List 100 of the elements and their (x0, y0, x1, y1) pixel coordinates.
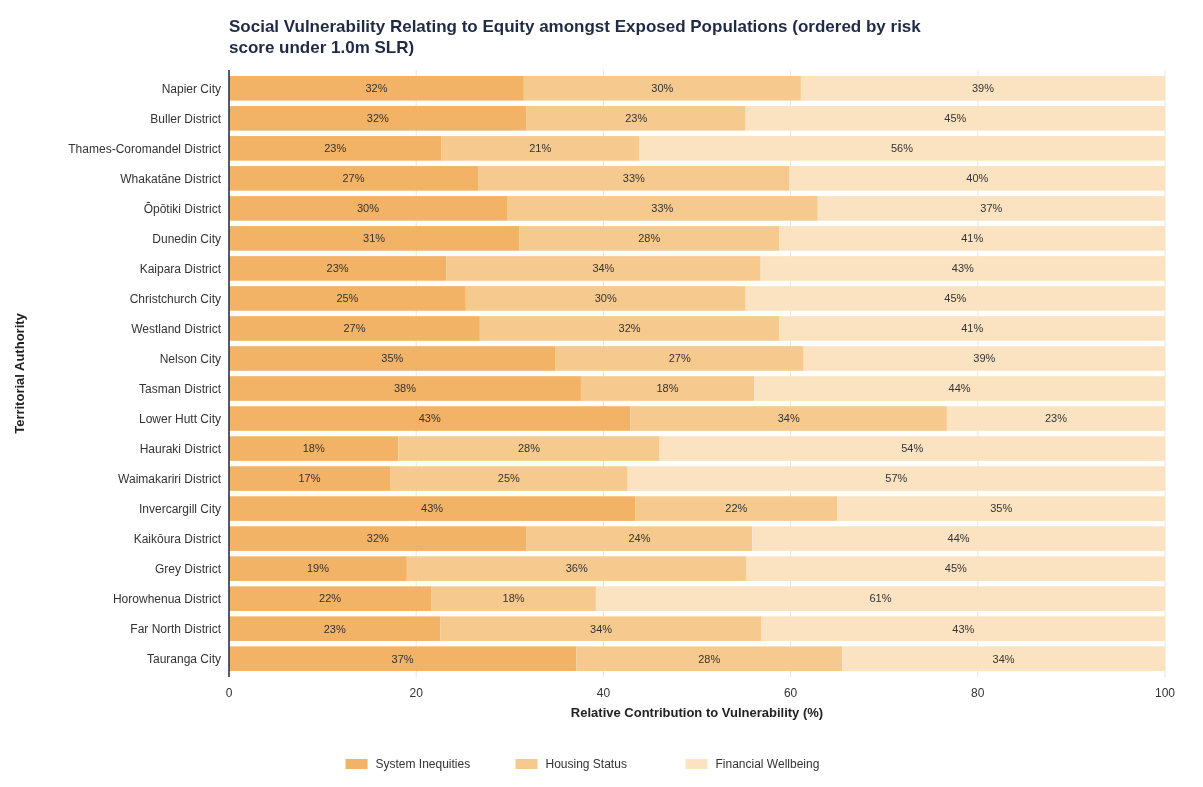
x-tick-label: 20 (409, 686, 424, 700)
bar (229, 646, 577, 671)
data-label: 45% (944, 292, 967, 305)
bar (229, 586, 432, 611)
data-label: 57% (885, 472, 908, 485)
bar (745, 106, 1165, 131)
bar (229, 256, 447, 281)
data-label: 25% (336, 292, 359, 305)
x-tick-label: 100 (1154, 686, 1176, 700)
bar (229, 316, 480, 341)
data-label: 37% (391, 652, 414, 665)
bar (576, 646, 843, 671)
y-tick-label: Kaikōura District (133, 531, 222, 546)
legend-label: Housing Status (545, 757, 627, 771)
data-label: 30% (594, 292, 617, 305)
data-label: 41% (961, 322, 984, 335)
bar (519, 226, 780, 251)
bar (441, 136, 639, 161)
y-tick-label: Napier City (161, 81, 221, 96)
data-label: 38% (393, 382, 417, 395)
bar (627, 466, 1165, 491)
data-label: 32% (618, 322, 641, 335)
bar (229, 406, 631, 431)
bar (761, 616, 1165, 641)
bar (526, 106, 746, 131)
bar (746, 556, 1165, 581)
data-label: 32% (365, 82, 388, 95)
bar (630, 406, 947, 431)
y-tick-label: Nelson City (159, 351, 221, 366)
data-label: 31% (363, 232, 386, 245)
legend-label: Financial Wellbeing (715, 757, 820, 771)
data-label: 23% (323, 622, 346, 635)
data-label: 24% (628, 532, 651, 545)
legend-label: System Inequities (375, 757, 471, 771)
bar (803, 346, 1165, 371)
data-label: 25% (497, 472, 521, 485)
data-label: 23% (324, 142, 347, 155)
data-label: 22% (725, 502, 748, 515)
y-tick-label: Horowhenua District (112, 591, 222, 606)
data-label: 34% (592, 262, 615, 275)
y-tick-label: Grey District (155, 561, 222, 576)
data-label: 39% (971, 82, 995, 95)
bar (229, 526, 527, 551)
bar (789, 166, 1165, 191)
bar (479, 316, 780, 341)
x-axis-title: Relative Contribution to Vulnerability (%) (570, 705, 824, 720)
y-tick-label: Buller District (150, 111, 222, 126)
bar (229, 226, 520, 251)
y-tick-label: Invercargill City (138, 501, 221, 516)
x-tick-label: 60 (783, 686, 798, 700)
x-tick-label: 0 (225, 686, 233, 700)
bar (779, 316, 1165, 341)
bar (523, 76, 801, 101)
data-label: 28% (638, 232, 661, 245)
y-tick-label: Lower Hutt City (138, 411, 221, 426)
data-label: 23% (625, 112, 648, 125)
data-label: 44% (947, 532, 970, 545)
data-label: 22% (319, 592, 342, 605)
bar (752, 526, 1165, 551)
y-tick-label: Tasman District (138, 381, 222, 396)
bar (837, 496, 1165, 521)
y-tick-label: Ōpōtiki District (143, 201, 222, 216)
y-tick-label: Hauraki District (139, 441, 222, 456)
bar (229, 376, 581, 401)
bar (229, 286, 466, 311)
chart-title: Social Vulnerability Relating to Equity amongst Exposed Populations (ordered by risk score under 1.0m SLR) (229, 17, 922, 57)
data-label: 19% (306, 562, 330, 575)
data-label: 17% (298, 472, 321, 485)
data-label: 21% (529, 142, 552, 155)
bar (580, 376, 755, 401)
bar (229, 616, 441, 641)
data-label: 34% (992, 652, 1015, 665)
bar (745, 286, 1165, 311)
data-label: 41% (961, 232, 984, 245)
bar (229, 436, 399, 461)
bar (229, 136, 442, 161)
data-label: 45% (944, 562, 968, 575)
data-label: 35% (990, 502, 1013, 515)
data-label: 28% (517, 442, 541, 455)
y-tick-label: Far North District (130, 621, 222, 636)
data-label: 43% (421, 502, 444, 515)
bar (842, 646, 1165, 671)
bar (800, 76, 1165, 101)
data-label: 56% (890, 142, 914, 155)
y-tick-label: Waimakariri District (118, 471, 222, 486)
bar (229, 346, 556, 371)
data-label: 61% (869, 592, 892, 605)
data-label: 45% (944, 112, 967, 125)
y-axis-title: Territorial Authority (12, 312, 27, 434)
data-label: 23% (326, 262, 349, 275)
bar (638, 136, 1165, 161)
data-label: 32% (366, 532, 390, 545)
data-label: 40% (966, 172, 989, 185)
bar (229, 76, 524, 101)
bar (946, 406, 1165, 431)
bar (595, 586, 1165, 611)
bar (526, 526, 753, 551)
bar (635, 496, 838, 521)
data-label: 43% (418, 412, 441, 425)
bar (659, 436, 1165, 461)
